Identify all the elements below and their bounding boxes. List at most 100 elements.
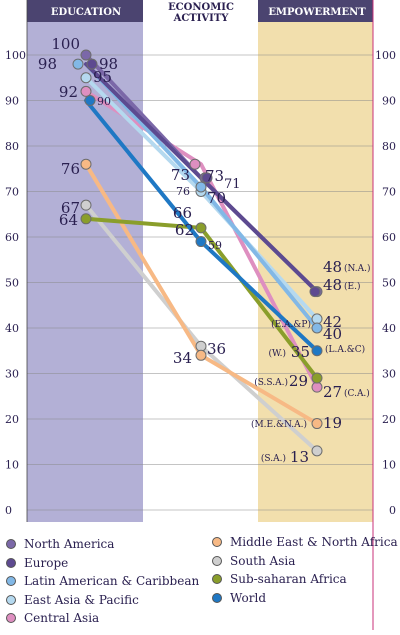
legend-item: Central Asia	[6, 610, 99, 626]
legend-label: Central Asia	[24, 611, 100, 625]
y-tick-label-left: 20	[5, 413, 19, 426]
empowerment-header	[258, 0, 373, 22]
data-point	[195, 181, 207, 193]
end-tag-label: (S.S.A.)	[254, 377, 288, 388]
end-tag-label: (W.)	[268, 348, 286, 359]
y-tick-label-right: 20	[382, 413, 396, 426]
value-label-education: 92	[59, 83, 78, 101]
y-tick-label-right: 30	[382, 368, 396, 381]
end-tag-label: (C.A.)	[344, 388, 370, 399]
data-point	[80, 158, 92, 170]
legend-label: Europe	[24, 555, 69, 570]
category-label-empowerment: EMPOWERMENT	[268, 7, 366, 18]
y-tick-label-left: 0	[5, 504, 12, 517]
value-label-education: 98	[38, 55, 57, 73]
category-label-education: EDUCATION	[51, 7, 121, 18]
y-tick-label-left: 50	[5, 277, 19, 290]
category-label-economic: ACTIVITY	[173, 13, 230, 24]
data-point	[311, 322, 323, 334]
legend-swatch	[212, 574, 222, 584]
data-point	[195, 349, 207, 361]
value-label-education: 64	[59, 211, 78, 229]
data-point	[80, 85, 92, 97]
legend-swatch	[6, 613, 16, 623]
y-tick-label-right: 100	[375, 49, 396, 62]
legend-label: North America	[24, 537, 115, 551]
value-label-education: 76	[61, 160, 80, 178]
value-label-empowerment: 35	[291, 343, 310, 361]
y-tick-label-right: 40	[382, 322, 396, 335]
value-label-economic: 62	[175, 221, 194, 239]
value-label-education: 90	[97, 95, 111, 108]
legend-label: World	[230, 590, 266, 605]
value-label-economic: 36	[207, 340, 226, 358]
y-tick-label-right: 80	[382, 140, 396, 153]
y-tick-label-right: 70	[382, 186, 396, 199]
data-point	[80, 213, 92, 225]
legend-item: South Asia	[212, 553, 295, 569]
y-tick-label-left: 100	[5, 49, 26, 62]
data-point	[195, 236, 207, 248]
value-label-empowerment: 48	[323, 258, 342, 276]
empowerment-band	[258, 0, 373, 522]
y-tick-label-right: 50	[382, 277, 396, 290]
data-point	[311, 445, 323, 457]
y-tick-label-left: 80	[5, 140, 19, 153]
value-label-economic: 71	[224, 177, 241, 192]
y-tick-label-left: 10	[5, 459, 19, 472]
value-label-education: 95	[93, 68, 112, 86]
legend-swatch	[6, 576, 16, 586]
data-point	[86, 58, 98, 70]
y-tick-label-right: 10	[382, 459, 396, 472]
value-label-economic: 70	[207, 189, 226, 207]
value-label-economic: 66	[173, 204, 192, 222]
data-point	[195, 222, 207, 234]
legend-swatch	[212, 555, 222, 566]
value-label-empowerment: 27	[323, 383, 342, 401]
data-point	[84, 95, 96, 106]
legend-item: North America	[6, 536, 114, 552]
y-tick-label-right: 0	[389, 504, 396, 517]
value-label-empowerment: 29	[289, 372, 308, 390]
end-tag-label: (S.A.)	[261, 453, 286, 464]
end-tag-label: (N.A.)	[344, 263, 371, 274]
value-label-education: 67	[61, 199, 80, 217]
data-point	[80, 49, 92, 61]
data-point	[80, 199, 92, 211]
y-tick-label-left: 60	[5, 231, 19, 244]
legend-swatch	[212, 592, 222, 603]
data-point	[311, 313, 323, 325]
data-point	[80, 72, 92, 84]
value-label-economic: 76	[176, 185, 190, 198]
data-point	[309, 286, 321, 298]
legend-label: East Asia & Pacific	[24, 592, 139, 607]
y-tick-label-right: 60	[382, 231, 396, 244]
value-label-empowerment: 19	[323, 414, 342, 432]
value-label-education: 98	[99, 55, 118, 73]
value-label-economic: 73	[205, 167, 224, 185]
legend-label: Sub-saharan Africa	[230, 572, 347, 586]
value-label-empowerment: 42	[323, 313, 342, 331]
value-label-empowerment: 40	[323, 325, 342, 343]
legend-item: Latin American & Caribbean	[6, 573, 199, 589]
value-label-empowerment: 13	[290, 448, 309, 466]
value-label-education: 100	[51, 35, 80, 53]
legend-label: Middle East & North Africa	[230, 535, 398, 549]
data-point	[311, 418, 323, 430]
value-label-economic: 73	[171, 166, 190, 184]
education-header	[27, 0, 143, 22]
end-tag-label: (E.A.&P)	[271, 319, 311, 330]
data-point	[311, 381, 323, 393]
end-tag-label: (E.)	[344, 281, 360, 292]
legend-swatch	[212, 537, 222, 547]
legend-item: Middle East & North Africa	[212, 534, 398, 550]
data-point	[311, 372, 323, 384]
legend-swatch	[6, 594, 16, 605]
y-tick-label-left: 40	[5, 322, 19, 335]
value-label-economic: 34	[173, 349, 192, 367]
y-tick-label-left: 30	[5, 368, 19, 381]
data-point	[201, 172, 213, 184]
legend-item: Sub-saharan Africa	[212, 571, 347, 587]
y-tick-label-left: 70	[5, 186, 19, 199]
